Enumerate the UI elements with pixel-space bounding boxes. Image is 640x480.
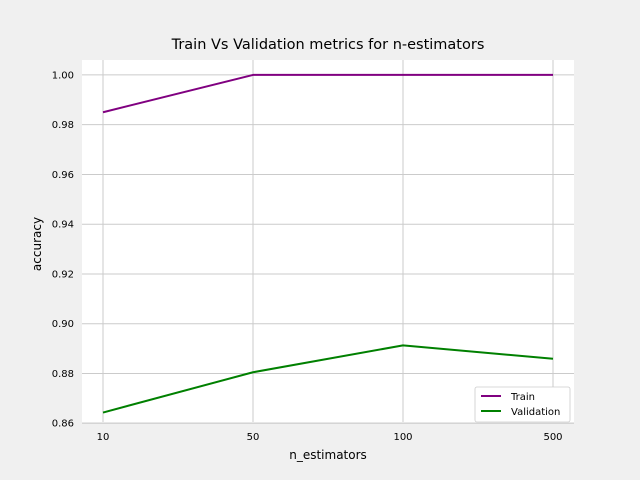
legend-train-label: Train <box>510 392 535 403</box>
legend: Train Validation <box>474 386 571 423</box>
x-tick-label: 10 <box>97 432 110 443</box>
y-tick-label: 0.90 <box>52 319 74 330</box>
x-tick-label: 100 <box>393 432 412 443</box>
x-tick-label: 500 <box>543 432 562 443</box>
tick-labels: 0.86 0.88 0.90 0.92 0.94 0.96 0.98 1.00 10 50 100 5… <box>52 70 563 443</box>
grid <box>82 60 574 424</box>
y-tick-label: 0.92 <box>52 269 74 280</box>
plot-area <box>82 60 574 422</box>
x-tick-label: 50 <box>247 432 260 443</box>
y-tick-label: 1.00 <box>52 70 74 81</box>
series-line-validation <box>102 344 554 414</box>
y-tick-label: 0.96 <box>52 170 74 181</box>
series-line-train <box>102 73 553 114</box>
series-lines <box>102 73 554 414</box>
y-tick-label: 0.98 <box>52 120 74 131</box>
legend-validation-label: Validation <box>511 407 560 418</box>
x-axis-label: n_estimators <box>289 448 367 462</box>
y-tick-label: 0.86 <box>52 419 74 430</box>
chart-title: Train Vs Validation metrics for n-estima… <box>171 37 485 53</box>
y-tick-label: 0.88 <box>52 369 74 380</box>
y-axis-label: accuracy <box>30 217 44 271</box>
y-tick-label: 0.94 <box>52 220 74 231</box>
